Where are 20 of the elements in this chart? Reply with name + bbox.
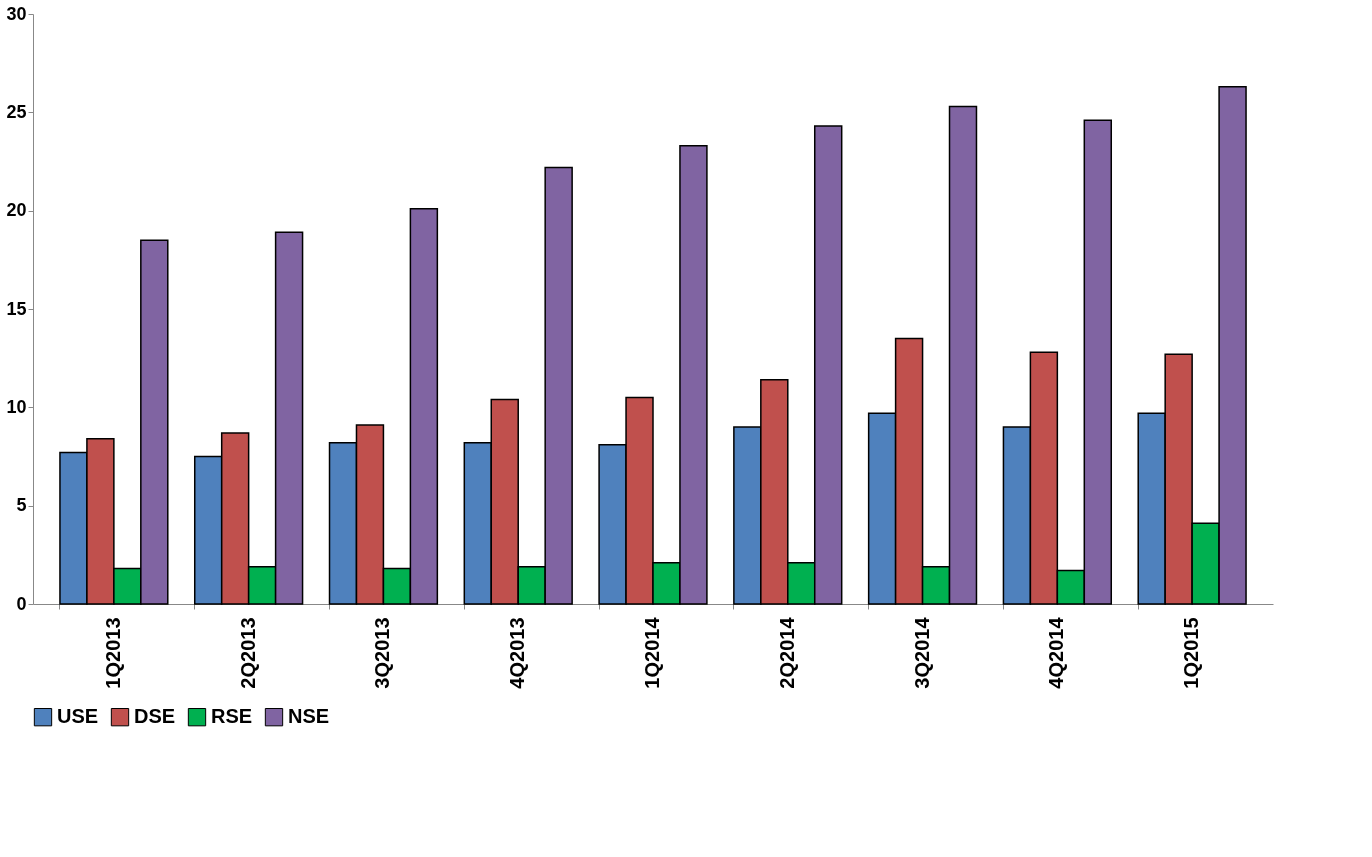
y-tick-label: 25 [6, 101, 27, 122]
legend-label: RSE [211, 705, 253, 728]
x-tick-label: 2Q2013 [236, 617, 259, 689]
legend-label: DSE [134, 705, 176, 728]
x-tick-label: 3Q2013 [371, 617, 394, 689]
x-tick-label: 1Q2014 [641, 616, 663, 689]
x-tick-label: 1Q2015 [1180, 617, 1203, 689]
y-tick-label: 20 [6, 200, 27, 221]
y-tick-label: 5 [16, 495, 27, 516]
x-tick-label: 4Q2014 [1045, 616, 1068, 689]
x-tick-label: 4Q2013 [506, 617, 529, 689]
x-tick-label: 1Q2013 [101, 617, 124, 689]
y-tick-label: 15 [6, 298, 27, 319]
legend-label: NSE [288, 705, 330, 728]
x-tick-label: 3Q2014 [910, 616, 933, 689]
y-tick-label: 10 [6, 396, 27, 417]
y-tick-label: 0 [16, 593, 27, 614]
legend-label: USE [57, 705, 99, 728]
y-tick-label: 30 [6, 3, 27, 24]
x-tick-label: 2Q2014 [775, 616, 798, 689]
